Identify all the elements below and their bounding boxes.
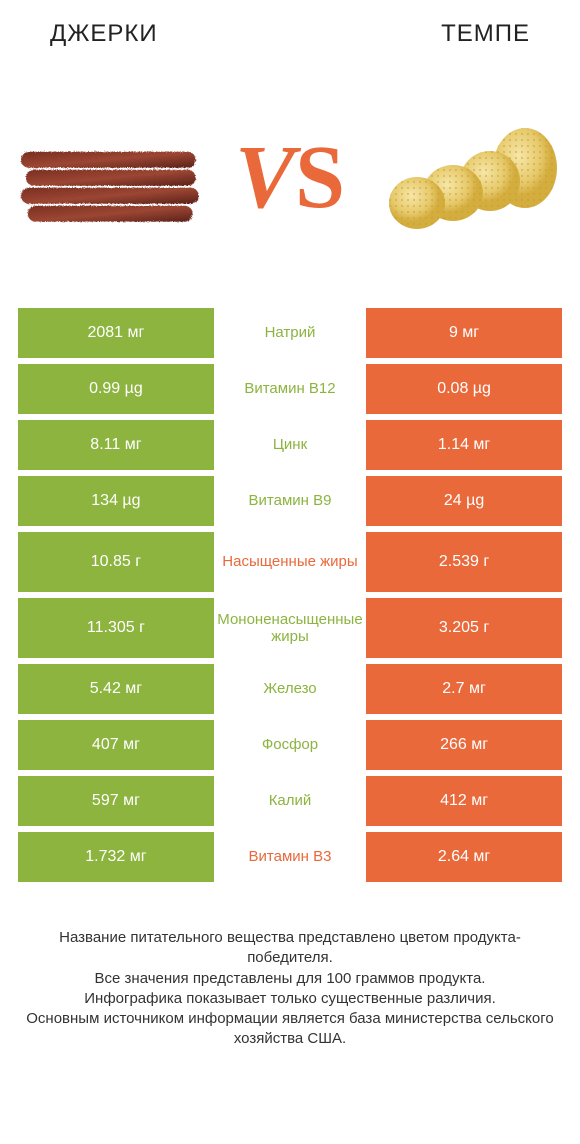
titles-row: ДЖЕРКИ ТЕМПЕ	[0, 0, 580, 48]
footer-line: Основным источником информации является …	[20, 1009, 560, 1050]
footer-notes: Название питательного вещества представл…	[20, 928, 560, 1050]
table-row: 8.11 мгЦинк1.14 мг	[18, 420, 562, 470]
cell-left: 134 µg	[18, 476, 214, 526]
cell-nutrient: Мононенасыщенные жиры	[214, 598, 366, 658]
cell-right: 3.205 г	[366, 598, 562, 658]
comparison-table: 2081 мгНатрий9 мг 0.99 µgВитамин B120.08 …	[18, 308, 562, 888]
cell-right: 2.64 мг	[366, 832, 562, 882]
cell-left: 407 мг	[18, 720, 214, 770]
cell-right: 412 мг	[366, 776, 562, 826]
footer-line: Название питательного вещества представл…	[20, 928, 560, 969]
cell-left: 597 мг	[18, 776, 214, 826]
cell-left: 10.85 г	[18, 532, 214, 592]
cell-nutrient: Витамин B12	[214, 364, 366, 414]
vs-s: S	[295, 128, 345, 227]
cell-nutrient: Витамин B9	[214, 476, 366, 526]
table-row: 11.305 гМононенасыщенные жиры3.205 г	[18, 598, 562, 658]
table-row: 10.85 гНасыщенные жиры2.539 г	[18, 532, 562, 592]
cell-nutrient: Натрий	[214, 308, 366, 358]
table-row: 134 µgВитамин B924 µg	[18, 476, 562, 526]
cell-nutrient: Цинк	[214, 420, 366, 470]
table-row: 2081 мгНатрий9 мг	[18, 308, 562, 358]
cell-left: 8.11 мг	[18, 420, 214, 470]
table-row: 407 мгФосфор266 мг	[18, 720, 562, 770]
title-left: ДЖЕРКИ	[50, 20, 158, 48]
cell-left: 5.42 мг	[18, 664, 214, 714]
table-row: 1.732 мгВитамин B32.64 мг	[18, 832, 562, 882]
cell-right: 9 мг	[366, 308, 562, 358]
footer-line: Инфографика показывает только существенн…	[20, 989, 560, 1009]
cell-right: 2.539 г	[366, 532, 562, 592]
cell-right: 266 мг	[366, 720, 562, 770]
cell-nutrient: Фосфор	[214, 720, 366, 770]
product-image-right	[375, 113, 565, 243]
cell-nutrient: Витамин B3	[214, 832, 366, 882]
cell-nutrient: Калий	[214, 776, 366, 826]
cell-nutrient: Железо	[214, 664, 366, 714]
cell-right: 24 µg	[366, 476, 562, 526]
product-image-left	[15, 113, 205, 243]
table-row: 5.42 мгЖелезо2.7 мг	[18, 664, 562, 714]
footer-line: Все значения представлены для 100 граммо…	[20, 969, 560, 989]
cell-left: 2081 мг	[18, 308, 214, 358]
hero: VS	[0, 68, 580, 288]
vs-v: V	[235, 128, 295, 227]
table-row: 597 мгКалий412 мг	[18, 776, 562, 826]
vs-label: VS	[235, 133, 345, 223]
cell-left: 1.732 мг	[18, 832, 214, 882]
cell-right: 2.7 мг	[366, 664, 562, 714]
cell-nutrient: Насыщенные жиры	[214, 532, 366, 592]
title-right: ТЕМПЕ	[441, 20, 530, 48]
cell-left: 11.305 г	[18, 598, 214, 658]
cell-right: 1.14 мг	[366, 420, 562, 470]
cell-left: 0.99 µg	[18, 364, 214, 414]
table-row: 0.99 µgВитамин B120.08 µg	[18, 364, 562, 414]
cell-right: 0.08 µg	[366, 364, 562, 414]
